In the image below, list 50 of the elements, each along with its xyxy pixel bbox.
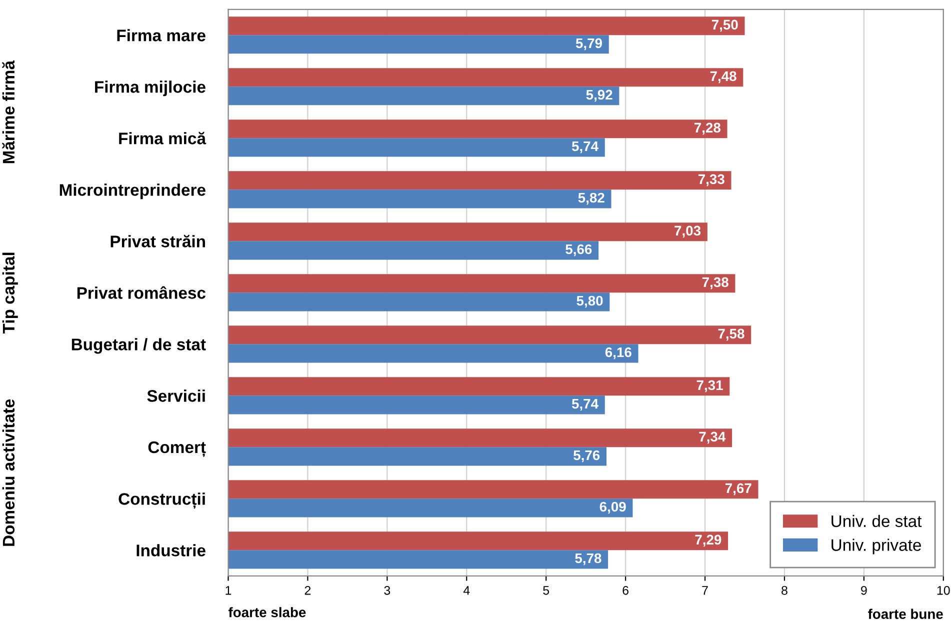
y-tick-label: Firma mică xyxy=(119,132,206,144)
data-label: 5,66 xyxy=(566,244,592,256)
data-label: 7,48 xyxy=(710,71,736,84)
x-tick-label: 6 xyxy=(622,586,628,595)
data-label: 7,28 xyxy=(694,122,720,135)
data-label: 5,78 xyxy=(575,553,602,566)
data-label: 7,29 xyxy=(695,534,722,547)
data-label: 7,31 xyxy=(696,380,723,392)
text: Mărime firmă xyxy=(2,60,15,164)
x-tick-label: 7 xyxy=(702,586,708,595)
y-tick-label: Servicii xyxy=(147,390,205,402)
y-tick-label: Firma mijlocie xyxy=(95,80,206,96)
data-label: 7,33 xyxy=(698,174,724,186)
x-tick-label: 5 xyxy=(543,586,550,595)
y-tick-label: Microintreprindere xyxy=(60,184,206,200)
x-tick-label: 9 xyxy=(861,586,867,595)
x-tick-label: 10 xyxy=(937,586,950,595)
data-label: 7,03 xyxy=(674,226,701,238)
data-label: 7,50 xyxy=(712,20,738,32)
data-label: 5,80 xyxy=(576,296,603,308)
data-label: 7,58 xyxy=(718,328,744,341)
data-label: 6,16 xyxy=(605,347,632,360)
x-tick-label: 2 xyxy=(304,586,311,595)
y-tick-label: Comerț xyxy=(148,441,206,457)
data-label: 5,74 xyxy=(572,398,598,411)
text: Domeniu activitate xyxy=(2,399,15,546)
x-tick-label: 1 xyxy=(226,586,232,595)
legend-label: Univ. private xyxy=(832,538,921,554)
text: foarte bune xyxy=(868,608,943,619)
data-label: 5,74 xyxy=(572,141,598,154)
data-label: 6,09 xyxy=(600,502,626,514)
data-label: 7,67 xyxy=(725,483,752,496)
x-tick-label: 8 xyxy=(782,586,788,595)
data-label: 5,79 xyxy=(576,38,602,50)
data-label: 7,34 xyxy=(699,432,726,444)
y-tick-label: Privat românesc xyxy=(77,286,206,299)
data-label: 5,82 xyxy=(578,192,604,205)
data-label: 5,76 xyxy=(574,450,600,462)
y-tick-label: Privat străin xyxy=(110,234,205,248)
y-tick-label: Construcții xyxy=(118,492,205,509)
text: Tip capital xyxy=(2,252,18,334)
x-tick-label: 3 xyxy=(384,586,390,595)
text: foarte slabe xyxy=(228,607,306,618)
legend-label: Univ. de stat xyxy=(832,514,922,528)
data-label: 7,38 xyxy=(702,277,728,290)
x-tick-label: 4 xyxy=(463,586,470,595)
y-tick-label: Bugetari / de stat xyxy=(72,338,206,354)
y-tick-label: Industrie xyxy=(136,544,206,556)
y-tick-label: Firma mare xyxy=(117,29,206,42)
data-label: 5,92 xyxy=(586,90,612,102)
